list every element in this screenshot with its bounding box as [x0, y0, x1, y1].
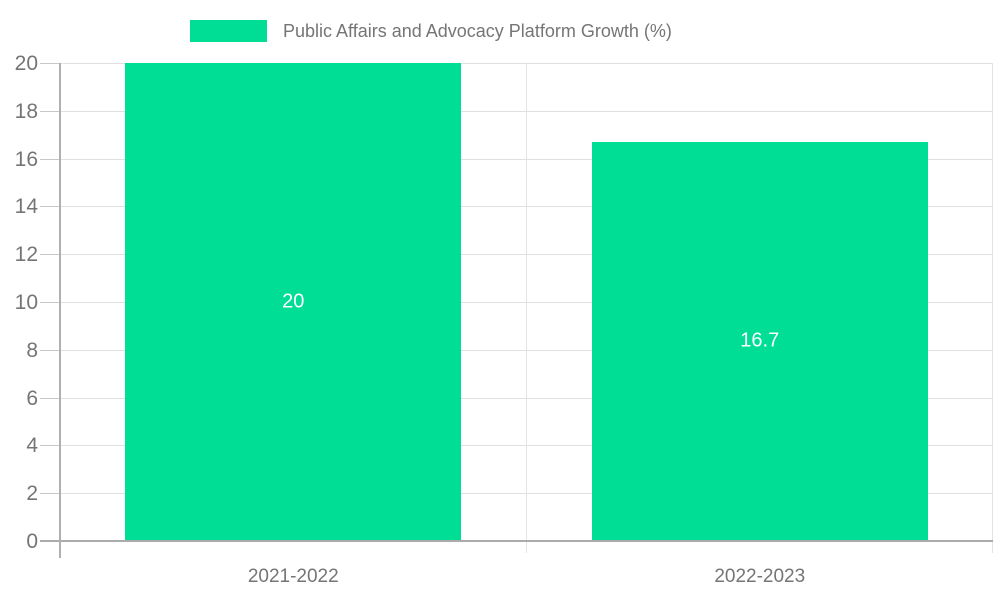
y-tick: [40, 254, 60, 256]
y-tick-label: 0: [26, 530, 38, 553]
legend-label: Public Affairs and Advocacy Platform Gro…: [283, 21, 672, 41]
bar: [125, 63, 462, 541]
y-gridline: [60, 493, 993, 495]
bar-value-label: 20: [282, 290, 305, 313]
y-tick: [40, 110, 60, 112]
legend-swatch: [190, 20, 267, 42]
y-tick-label: 12: [14, 243, 38, 267]
y-gridline: [60, 445, 993, 447]
y-tick: [40, 206, 60, 208]
y-tick-label: 14: [14, 195, 38, 219]
x-tick-label: 2022-2023: [714, 566, 806, 587]
y-gridline: [60, 302, 993, 303]
y-gridline: [60, 206, 993, 208]
y-tick: [40, 349, 60, 351]
legend: Public Affairs and Advocacy Platform Gro…: [190, 20, 672, 42]
y-tick: [40, 63, 60, 64]
y-gridline: [60, 349, 993, 351]
y-tick: [40, 158, 60, 160]
y-tick-label: 4: [26, 434, 38, 458]
y-gridline: [60, 63, 993, 64]
y-tick-label: 2: [26, 482, 38, 506]
bar-value-label: 16.7: [740, 329, 780, 352]
y-tick: [40, 397, 60, 399]
x-tick-label: 2021-2022: [247, 566, 339, 587]
y-tick: [40, 302, 60, 303]
y-tick-label: 6: [26, 386, 38, 410]
bar: [591, 141, 928, 541]
y-gridline: [60, 110, 993, 112]
y-gridline: [60, 158, 993, 160]
y-tick-label: 8: [26, 338, 38, 362]
x-boundary-line: [992, 63, 993, 553]
x-axis-baseline: [40, 540, 993, 542]
y-tick-label: 18: [14, 99, 38, 123]
y-tick: [40, 493, 60, 495]
y-axis-line: [59, 63, 61, 558]
x-boundary-line: [525, 63, 527, 553]
y-gridline: [60, 397, 993, 399]
y-tick-label: 20: [14, 52, 38, 75]
y-tick-label: 10: [14, 291, 38, 314]
y-gridline: [60, 254, 993, 256]
y-tick-label: 16: [14, 147, 38, 171]
y-tick: [40, 445, 60, 447]
